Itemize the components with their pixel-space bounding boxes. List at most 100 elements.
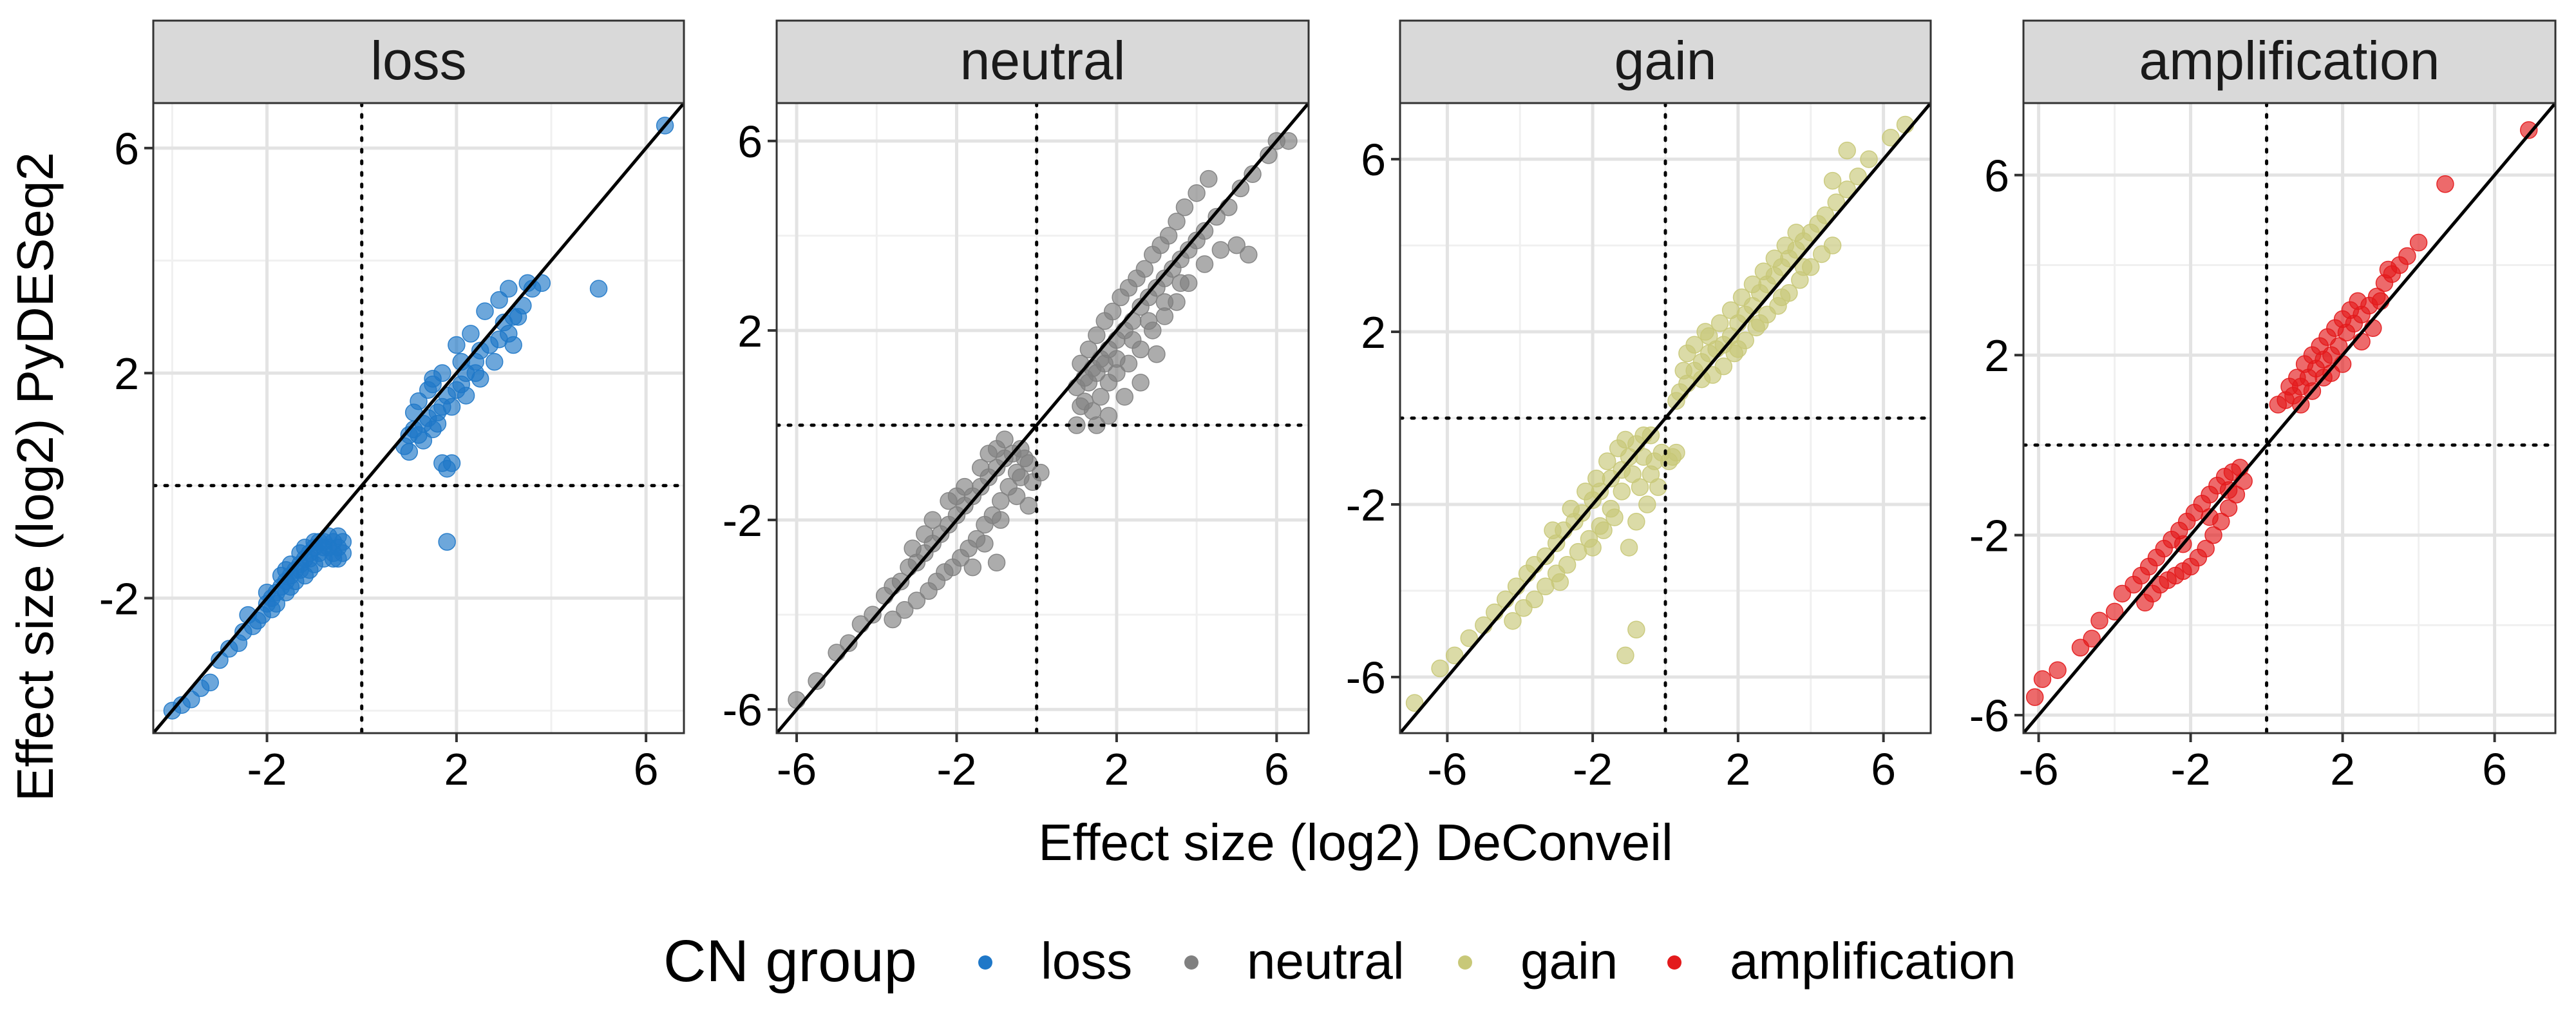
data-point [2409,233,2428,252]
data-point [1613,483,1631,501]
data-point [1627,620,1645,638]
legend-label: neutral [1247,932,1405,990]
data-point [1595,521,1613,539]
data-point [907,591,926,609]
data-point [1750,314,1769,332]
data-point [1139,312,1158,330]
data-point [1211,241,1230,259]
data-point [2349,292,2367,311]
x-tick-label: 2 [1725,744,1750,794]
data-point [263,600,281,618]
data-point [1168,213,1186,231]
legend-label: amplification [1730,932,2016,990]
data-point [2519,121,2538,139]
data-point [1729,340,1747,358]
data-point [1148,345,1166,363]
data-point [2049,661,2067,679]
data-point [589,280,608,298]
x-tick-label: -2 [2170,744,2210,794]
y-tick-label: 2 [737,306,762,356]
facet-label: amplification [2139,30,2440,91]
y-tick-label: -2 [1346,480,1386,530]
x-axis-title: Effect size (log2) DeConveil [1038,814,1673,871]
data-point [808,672,826,690]
data-point [1882,128,1900,147]
data-point [1616,430,1634,449]
data-point [971,459,990,477]
data-point [1260,146,1278,164]
x-tick-label: 6 [634,744,659,794]
identity-line [777,103,1309,733]
y-tick-label: 2 [1984,330,2009,381]
legend-item-amplification: amplification [1667,932,2016,990]
data-point [1616,646,1634,665]
data-point [1188,184,1206,202]
data-point [895,601,914,619]
data-point [485,352,504,371]
legend-label: loss [1041,932,1132,990]
data-point [414,432,433,450]
data-point [1587,470,1605,488]
data-point [1108,350,1126,368]
facet-panel-amplification: amplification -6 -2 2 6 -6 -2 2 6 [1969,19,2557,794]
y-tick-label: -6 [1969,691,2009,741]
facet-strip [775,19,1310,104]
data-point [980,445,998,463]
data-point [916,525,934,543]
data-point [1627,513,1645,531]
data-point [201,673,220,692]
facet-label: gain [1615,30,1717,91]
legend-title: CN group [663,928,917,994]
legend-swatch [1458,955,1472,970]
data-point [1405,694,1424,712]
data-point [428,414,447,433]
data-point [1135,260,1154,278]
data-point [987,553,1006,572]
x-tick-label: -2 [1573,744,1613,794]
gridlines [777,103,1309,733]
legend-item-neutral: neutral [1184,932,1405,990]
data-point [1504,612,1522,630]
data-point [1743,275,1762,294]
data-point [1460,629,1478,647]
x-tick-label: -6 [2018,744,2058,794]
y-tick-label: -6 [723,685,762,735]
legend-swatch [978,955,992,970]
data-point [1544,521,1562,539]
facet-strip [2022,19,2557,104]
facet-panel-neutral: neutral -6 -2 2 6 -6 -2 2 6 [723,19,1310,794]
data-point [476,302,494,320]
data-point [2398,247,2416,265]
data-point [1772,288,1791,307]
identity-line [2023,103,2555,733]
data-point [1171,274,1190,292]
data-point [1754,262,1773,280]
data-point [904,539,922,557]
data-point [1537,547,1555,566]
data-point [992,492,1010,510]
data-point [1794,258,1813,276]
data-point [466,364,485,382]
data-point [1765,249,1784,267]
facet-label: loss [370,30,466,91]
data-point [2288,369,2306,387]
identity-line [153,103,684,733]
data-point [1642,465,1660,483]
data-point [509,308,527,326]
legend-item-gain: gain [1458,932,1618,990]
y-tick-label: 2 [1361,307,1386,358]
data-point [1208,207,1226,226]
data-point [1816,206,1835,224]
data-point [1605,508,1624,526]
data-point [891,572,910,591]
data-point [1732,288,1751,307]
reference-lines [777,103,1309,733]
data-point [301,561,319,579]
data-point [1132,374,1150,392]
data-point [1244,165,1262,184]
data-point [996,430,1014,448]
data-point [438,533,456,551]
data-point [291,544,309,562]
data-point [1220,198,1238,216]
